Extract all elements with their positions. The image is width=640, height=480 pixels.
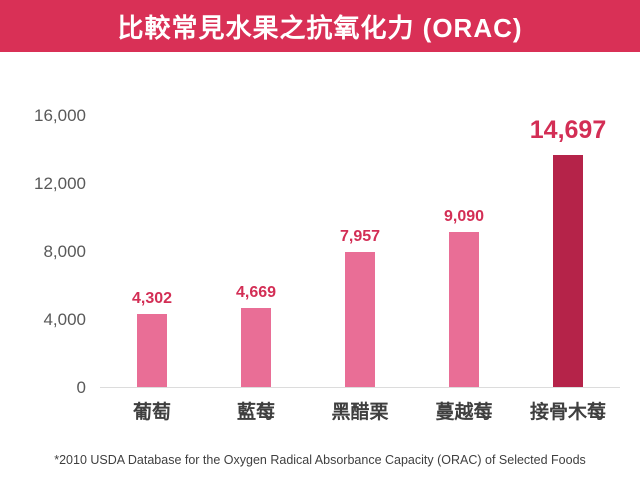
bar [137,314,167,387]
bar-value-label: 9,090 [443,208,485,225]
title-banner: 比較常見水果之抗氧化力 (ORAC) [0,0,640,52]
chart-title: 比較常見水果之抗氧化力 (ORAC) [117,12,523,43]
bar [241,308,271,387]
plot-area: 4,302 4,669 7,957 9,090 14,697 [100,116,620,388]
y-axis: 16,000 12,000 8,000 4,000 0 [34,106,86,397]
bar-group-grape: 4,302 [100,116,204,387]
bar-group-blueberry: 4,669 [204,116,308,387]
bar-chart: 16,000 12,000 8,000 4,000 0 4,302 4,669 … [34,106,620,424]
bar-value-label: 7,957 [339,228,381,245]
category-label: 蔓越莓 [435,402,493,423]
bar-group-blackcurrant: 7,957 [308,116,412,387]
bar-value-label: 4,302 [131,290,173,307]
x-axis: 葡萄 藍莓 黑醋栗 蔓越莓 接骨木莓 [100,397,620,424]
bar [553,155,583,387]
bar [345,252,375,387]
bar-value-label: 4,669 [235,284,277,301]
source-note: *2010 USDA Database for the Oxygen Radic… [54,453,586,467]
plot-column: 4,302 4,669 7,957 9,090 14,697 葡萄 藍莓 [100,116,620,424]
category-label: 藍莓 [236,402,275,423]
category-label: 葡萄 [132,402,171,423]
bar-group-elderberry: 14,697 [516,116,620,387]
category-label: 接骨木莓 [529,402,606,423]
category-label: 黑醋栗 [331,402,389,423]
bar-group-cranberry: 9,090 [412,116,516,387]
bar-value-label: 14,697 [529,116,607,144]
bar [449,232,479,387]
